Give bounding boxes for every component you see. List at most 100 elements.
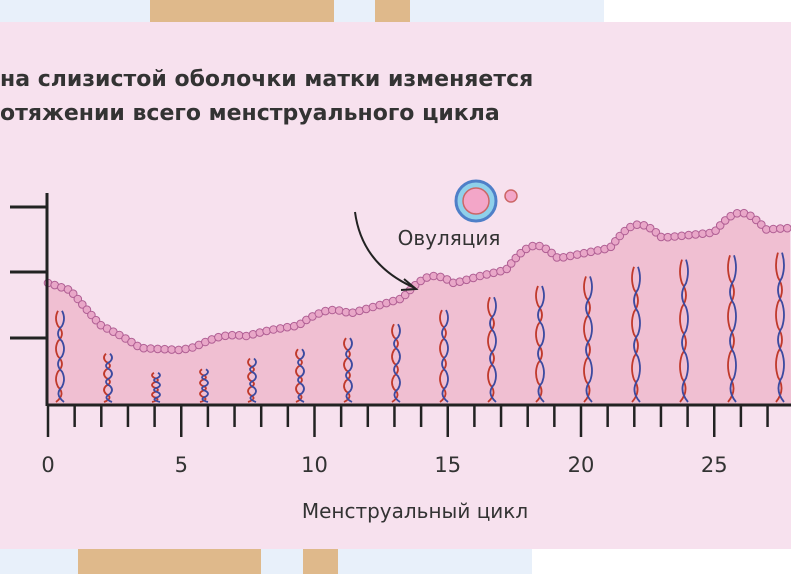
cell bbox=[181, 344, 190, 354]
ovum-core bbox=[462, 187, 490, 215]
cell bbox=[153, 344, 162, 354]
cell bbox=[234, 331, 244, 340]
vessel bbox=[249, 357, 257, 403]
tissue-body bbox=[48, 212, 791, 405]
vessel bbox=[57, 310, 65, 403]
cell bbox=[559, 252, 568, 262]
vessel bbox=[775, 252, 783, 403]
vessel bbox=[535, 285, 543, 403]
endometrium bbox=[48, 212, 791, 405]
ovum bbox=[454, 179, 518, 223]
vessel bbox=[439, 309, 447, 403]
title-line: на слизистой оболочки матки изменяется bbox=[0, 67, 533, 92]
cell bbox=[566, 251, 575, 261]
vessel bbox=[343, 337, 351, 403]
x-tick-label: 15 bbox=[434, 453, 461, 477]
cell bbox=[167, 345, 176, 354]
vessel bbox=[153, 372, 161, 403]
x-axis-label: Менструальный цикл bbox=[302, 499, 528, 523]
cell bbox=[276, 324, 285, 333]
cell bbox=[572, 250, 582, 259]
cell bbox=[615, 231, 625, 241]
ovulation-arrow bbox=[354, 211, 416, 289]
vessel bbox=[391, 323, 399, 403]
cell bbox=[769, 224, 778, 234]
cell bbox=[715, 221, 725, 230]
cell bbox=[579, 248, 589, 258]
vessel bbox=[199, 368, 207, 403]
x-tick-label: 10 bbox=[301, 453, 328, 477]
vessel bbox=[103, 352, 111, 403]
vessel bbox=[729, 255, 737, 403]
cell bbox=[691, 230, 700, 239]
cell bbox=[698, 229, 707, 238]
vessel bbox=[777, 252, 785, 403]
vessel bbox=[295, 348, 303, 403]
cell bbox=[489, 268, 498, 278]
vessel bbox=[487, 296, 495, 403]
x-tick-label: 25 bbox=[701, 453, 728, 477]
polar-body bbox=[504, 189, 518, 203]
vessel bbox=[583, 276, 591, 403]
vessel bbox=[727, 255, 735, 403]
cell bbox=[670, 232, 680, 241]
top-block bbox=[375, 0, 410, 24]
vessel bbox=[393, 323, 401, 403]
bottom-block bbox=[303, 548, 338, 574]
cell bbox=[541, 244, 551, 254]
cell bbox=[645, 223, 655, 233]
cell bbox=[400, 290, 410, 300]
vessel bbox=[489, 296, 497, 403]
cell bbox=[746, 211, 755, 221]
x-tick-label: 0 bbox=[41, 453, 54, 477]
cell bbox=[174, 345, 183, 355]
arrow-head bbox=[400, 278, 419, 291]
cell bbox=[711, 226, 720, 235]
cell bbox=[282, 322, 292, 332]
cell bbox=[73, 294, 83, 304]
cell bbox=[262, 326, 271, 336]
vessels bbox=[55, 252, 785, 403]
cell bbox=[78, 300, 87, 309]
cell bbox=[506, 259, 516, 268]
annotation: Овуляция bbox=[398, 226, 501, 250]
cell bbox=[677, 231, 687, 241]
cell bbox=[227, 330, 237, 340]
vessel bbox=[297, 348, 305, 403]
cell bbox=[68, 289, 78, 299]
vessel bbox=[201, 368, 209, 403]
cell bbox=[91, 315, 101, 325]
cell bbox=[606, 242, 616, 252]
cell bbox=[776, 224, 785, 233]
cell bbox=[214, 332, 223, 342]
vessel bbox=[55, 310, 63, 403]
cell bbox=[429, 271, 438, 281]
cell bbox=[593, 246, 603, 255]
x-tick-label: 20 bbox=[568, 453, 595, 477]
vessel bbox=[345, 337, 353, 403]
cell bbox=[160, 344, 169, 354]
cell bbox=[296, 319, 305, 329]
cell bbox=[146, 344, 155, 353]
vessel bbox=[105, 352, 113, 403]
vessel bbox=[633, 266, 641, 403]
x-ticks: 0 5 10 15 20 25 bbox=[41, 405, 769, 477]
cell bbox=[783, 223, 791, 233]
cell bbox=[127, 337, 136, 347]
vessel bbox=[441, 309, 449, 403]
vessel bbox=[631, 266, 639, 403]
vessel bbox=[681, 259, 689, 403]
cell bbox=[139, 343, 148, 353]
cell bbox=[516, 248, 526, 258]
x-tick-label: 5 bbox=[175, 453, 188, 477]
vessel bbox=[679, 259, 687, 403]
vessel bbox=[247, 357, 255, 403]
cell bbox=[321, 306, 330, 316]
vessel bbox=[585, 276, 593, 403]
bottom-block bbox=[78, 548, 261, 574]
cell bbox=[502, 264, 512, 274]
cell bbox=[269, 325, 278, 334]
top-block bbox=[150, 0, 334, 24]
vessel bbox=[151, 372, 159, 403]
